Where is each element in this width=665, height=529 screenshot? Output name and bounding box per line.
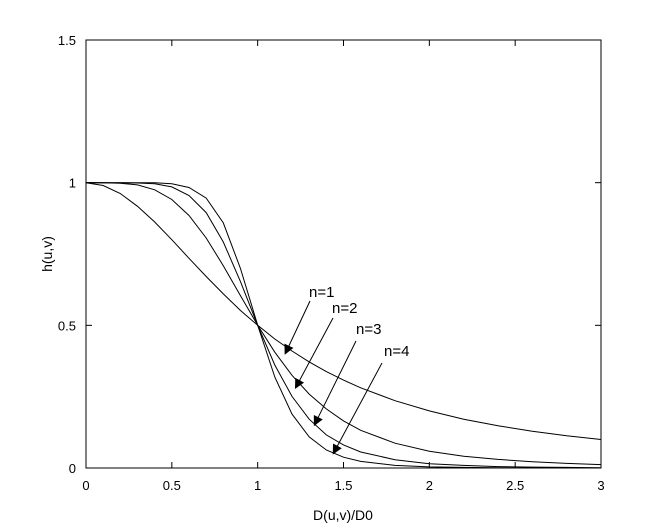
y-tick-label: 1 (69, 176, 76, 191)
x-tick-label: 2.5 (506, 478, 524, 493)
annotation-arrow-n1 (284, 300, 311, 355)
annotation-arrow-n3 (313, 340, 357, 427)
x-tick-label: 3 (597, 478, 604, 493)
y-tick-label: 0 (69, 461, 76, 476)
annotation-arrow-n2 (294, 317, 334, 389)
x-axis-label: D(u,v)/D0 (313, 507, 373, 523)
annotation-label-n4: n=4 (384, 343, 409, 360)
series-line-n3 (86, 182, 602, 469)
series-line-n2 (86, 182, 602, 466)
x-tick-label: 0.5 (163, 478, 181, 493)
series-line-n4 (86, 182, 601, 469)
annotation-label-n1: n=1 (309, 284, 334, 301)
series-line-n1 (85, 182, 602, 440)
annotation-arrow-n4 (332, 362, 383, 455)
annotation-label-n3: n=3 (356, 321, 381, 338)
y-axis-label: h(u,v) (39, 236, 55, 272)
x-tick-label: 1.5 (334, 478, 352, 493)
plot-frame (85, 39, 602, 469)
x-tick-label: 0 (82, 478, 89, 493)
y-tick-label: 1.5 (58, 33, 76, 48)
y-tick-label: 0.5 (58, 318, 76, 333)
annotation-label-n2: n=2 (332, 300, 357, 317)
x-tick-label: 2 (426, 478, 433, 493)
x-tick-label: 1 (254, 478, 261, 493)
